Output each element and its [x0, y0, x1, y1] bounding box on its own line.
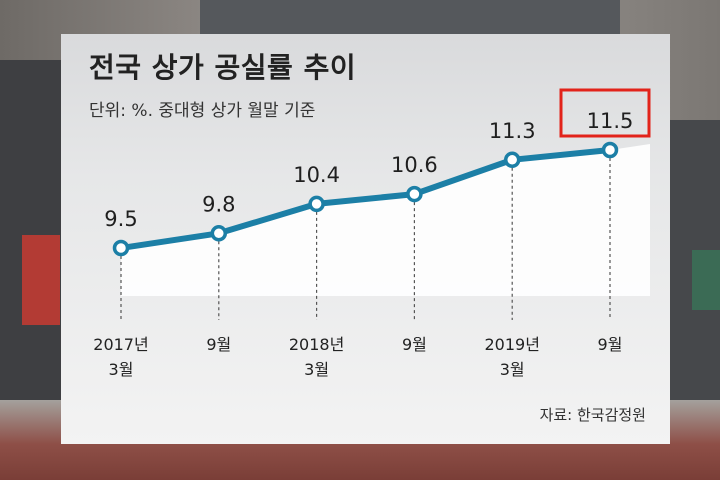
- data-point-2: [308, 195, 325, 213]
- data-point-4: [503, 151, 521, 169]
- chart-source: 자료: 한국감정원: [539, 406, 646, 424]
- background-building-left: [0, 60, 62, 400]
- data-label-1: 9.8: [202, 192, 235, 216]
- data-point-0: [112, 239, 130, 257]
- background-sign-left: [22, 235, 60, 325]
- x-tick-label-4-1: 3월: [500, 360, 525, 379]
- x-tick-label-4-0: 2019년: [484, 335, 539, 354]
- x-tick-label-2-0: 2018년: [289, 335, 344, 354]
- x-tick-label-0-0: 2017년: [93, 335, 148, 354]
- x-tick-label-2-1: 3월: [304, 360, 329, 379]
- chart-title: 전국 상가 공실률 추이: [89, 51, 357, 84]
- x-tick-label-5-0: 9월: [598, 335, 623, 354]
- x-tick-label-0-1: 3월: [109, 360, 134, 379]
- data-label-0: 9.5: [104, 207, 137, 231]
- x-tick-label-3-0: 9월: [402, 335, 427, 354]
- data-label-2: 10.4: [293, 163, 340, 187]
- data-label-5: 11.5: [587, 109, 634, 133]
- series-line: [118, 147, 613, 251]
- x-tick-label-1-0: 9월: [206, 335, 231, 354]
- background-building-top: [200, 0, 620, 34]
- data-point-3: [406, 185, 423, 203]
- area-fill: [121, 144, 650, 296]
- data-label-4: 11.3: [489, 119, 536, 143]
- data-point-1: [210, 225, 228, 242]
- data-point-5: [601, 141, 619, 159]
- highlight-box: [559, 88, 651, 138]
- background-sign-right: [692, 250, 720, 310]
- data-label-3: 10.6: [391, 153, 438, 177]
- chart-subtitle: 단위: %. 중대형 상가 월말 기준: [89, 101, 316, 121]
